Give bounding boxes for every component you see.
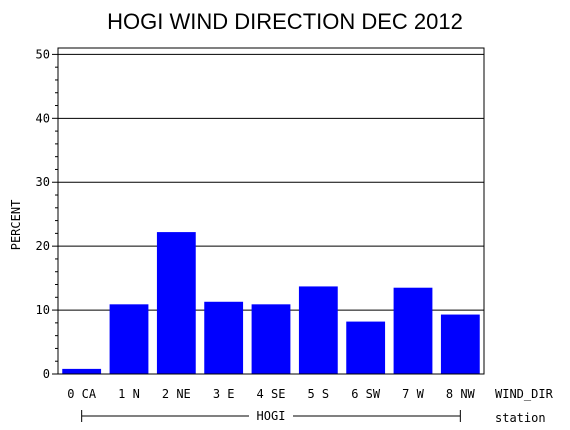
y-tick-label: 40 (36, 111, 50, 125)
bar (393, 287, 433, 374)
x-tick-label: 1 N (118, 387, 140, 401)
grid-lines (58, 53, 484, 311)
x-tick-label: 7 W (402, 387, 424, 401)
chart-title: HOGI WIND DIRECTION DEC 2012 (107, 9, 463, 34)
group-axis-label: station (495, 411, 546, 425)
group-bracket (81, 410, 461, 422)
x-tick-label: 4 SE (257, 387, 286, 401)
bars (62, 232, 480, 374)
y-tick-label: 20 (36, 239, 50, 253)
bar (251, 304, 291, 374)
x-axis-label: WIND_DIR (495, 387, 554, 401)
bar (440, 314, 480, 374)
bar (109, 304, 149, 374)
bar (156, 232, 196, 374)
group-label: HOGI (257, 409, 286, 423)
x-tick-label: 8 NW (446, 387, 476, 401)
x-axis: 0 CA 1 N 2 NE 3 E 4 SE 5 S 6 SW 7 W 8 NW (67, 387, 475, 401)
bar (62, 368, 102, 374)
x-tick-label: 2 NE (162, 387, 191, 401)
bar (204, 301, 244, 374)
bar (298, 286, 338, 374)
x-tick-label: 0 CA (67, 387, 97, 401)
plot-frame (57, 47, 485, 375)
x-tick-label: 5 S (307, 387, 329, 401)
y-tick-label: 0 (43, 367, 50, 381)
y-tick-label: 50 (36, 47, 50, 61)
y-tick-label: 30 (36, 175, 50, 189)
y-axis-label: PERCENT (9, 200, 23, 251)
y-tick-label: 10 (36, 303, 50, 317)
y-axis: 0 10 20 30 40 50 (36, 47, 58, 381)
bar (346, 321, 386, 374)
x-tick-label: 6 SW (351, 387, 381, 401)
x-tick-label: 3 E (213, 387, 235, 401)
